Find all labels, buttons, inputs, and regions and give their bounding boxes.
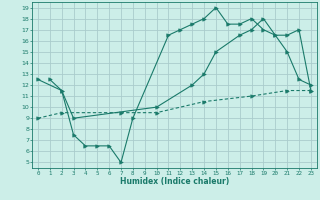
X-axis label: Humidex (Indice chaleur): Humidex (Indice chaleur)	[120, 177, 229, 186]
